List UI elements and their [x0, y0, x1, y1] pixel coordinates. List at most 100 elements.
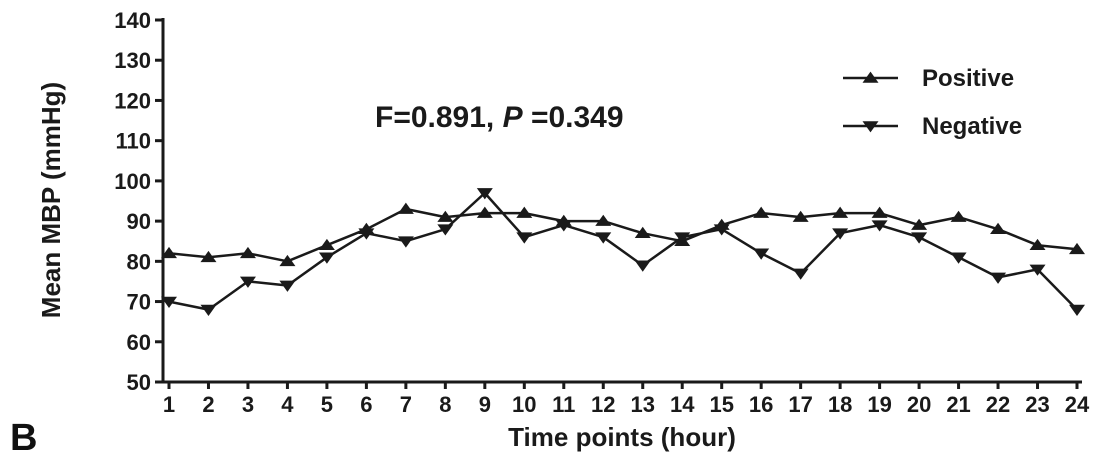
chart-legend: Positive Negative [843, 65, 1022, 140]
data-point-negative [911, 232, 928, 244]
legend-marker-positive [862, 71, 879, 83]
x-tick-label: 2 [202, 392, 214, 417]
y-tick-label: 90 [127, 209, 151, 234]
data-point-negative [555, 220, 572, 232]
series-line-negative [168, 191, 1078, 311]
x-tick-label: 18 [828, 392, 852, 417]
series-line-positive [168, 207, 1078, 263]
data-point-negative [476, 188, 493, 200]
y-tick-label: 60 [127, 330, 151, 355]
data-point-negative [239, 276, 256, 288]
legend-item-positive: Positive [843, 65, 1014, 92]
x-axis-title: Time points (hour) [508, 422, 736, 452]
series-positive [161, 202, 1085, 267]
data-point-positive [476, 206, 493, 218]
data-point-negative [437, 224, 454, 236]
chart-axes [161, 18, 1082, 384]
x-tick-label: 5 [321, 392, 333, 417]
data-point-positive [516, 206, 533, 218]
data-point-negative [200, 304, 217, 316]
data-point-negative [674, 232, 691, 244]
x-tick-label: 19 [867, 392, 891, 417]
x-tick-label: 9 [479, 392, 491, 417]
y-tick-label: 130 [114, 48, 151, 73]
data-point-negative [792, 268, 809, 280]
data-point-positive [950, 210, 967, 222]
x-tick-label: 23 [1025, 392, 1049, 417]
x-tick-label: 24 [1065, 392, 1090, 417]
stat-f-value: F=0.891, [375, 101, 503, 134]
data-point-positive [911, 218, 928, 230]
data-point-negative [358, 228, 375, 240]
data-point-positive [871, 206, 888, 218]
x-tick-label: 13 [630, 392, 654, 417]
data-point-negative [753, 248, 770, 260]
x-axis-ticks: 1 2 3 4 5 6 7 8 9 10 11 12 13 14 15 16 17 18 19 20 21 22 23 24 [163, 382, 1090, 417]
data-point-negative [634, 260, 651, 272]
data-point-negative [318, 252, 335, 264]
data-point-positive [990, 222, 1007, 234]
x-tick-label: 8 [439, 392, 451, 417]
data-point-negative [1029, 264, 1046, 276]
data-point-positive [279, 254, 296, 267]
data-point-negative [161, 296, 177, 308]
x-tick-label: 4 [281, 392, 294, 417]
data-point-positive [161, 246, 177, 259]
series-negative [161, 188, 1085, 316]
y-axis-ticks: 50 60 70 80 90 100 110 120 130 140 [114, 8, 163, 395]
y-tick-label: 80 [127, 249, 151, 274]
data-point-negative [397, 236, 414, 248]
data-point-positive [792, 210, 809, 222]
x-tick-label: 22 [986, 392, 1010, 417]
x-tick-label: 6 [360, 392, 372, 417]
data-point-negative [595, 232, 612, 244]
x-tick-label: 21 [946, 392, 970, 417]
x-tick-label: 16 [749, 392, 773, 417]
data-point-negative [516, 232, 533, 244]
data-point-negative [950, 252, 967, 264]
x-tick-label: 11 [552, 392, 575, 417]
data-point-positive [753, 206, 770, 218]
legend-label-positive: Positive [922, 65, 1014, 92]
data-point-positive [318, 238, 335, 251]
y-axis-title: Mean MBP (mmHg) [36, 82, 66, 318]
y-tick-label: 110 [116, 129, 152, 154]
data-point-positive [1069, 242, 1085, 255]
x-tick-label: 10 [512, 392, 536, 417]
data-point-positive [239, 246, 256, 259]
x-tick-label: 7 [400, 392, 412, 417]
x-tick-label: 14 [670, 392, 695, 417]
x-tick-label: 12 [591, 392, 615, 417]
stat-p-symbol: P [503, 101, 524, 134]
data-point-negative [1069, 304, 1085, 316]
stat-annotation: F=0.891, P =0.349 [375, 101, 624, 134]
legend-item-negative: Negative [843, 113, 1022, 140]
stat-p-value: =0.349 [523, 101, 624, 134]
x-tick-label: 15 [709, 392, 733, 417]
data-point-positive [397, 202, 414, 214]
y-tick-label: 120 [114, 88, 151, 113]
data-point-positive [832, 206, 849, 218]
data-point-negative [713, 224, 730, 236]
y-tick-label: 70 [127, 290, 151, 315]
legend-marker-negative [862, 121, 879, 133]
data-point-positive [634, 226, 651, 238]
x-tick-label: 1 [163, 392, 175, 417]
panel-label: B [10, 417, 37, 456]
data-point-positive [437, 210, 454, 222]
data-point-negative [279, 280, 296, 292]
x-tick-label: 20 [907, 392, 931, 417]
x-tick-label: 3 [242, 392, 254, 417]
data-point-positive [595, 214, 612, 226]
y-tick-label: 100 [114, 169, 151, 194]
legend-label-negative: Negative [922, 113, 1022, 140]
data-point-negative [871, 220, 888, 232]
data-point-positive [1029, 238, 1046, 251]
y-tick-label: 140 [114, 8, 151, 33]
data-point-positive [200, 250, 217, 263]
x-tick-label: 17 [788, 392, 812, 417]
data-point-negative [990, 272, 1007, 284]
y-tick-label: 50 [127, 370, 151, 395]
data-point-negative [832, 228, 849, 240]
